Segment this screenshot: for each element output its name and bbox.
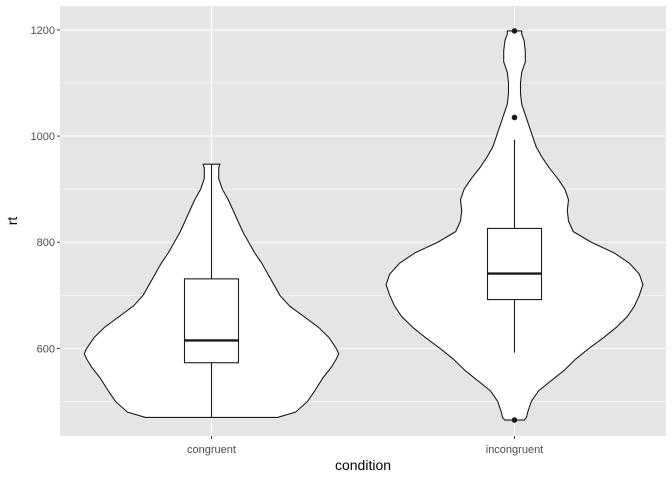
outlier-point-incongruent [512, 28, 518, 34]
y-axis: 600 800 1000 1200 [31, 25, 60, 356]
box-congruent [185, 279, 239, 363]
x-tick-label-incongruent: incongruent [486, 444, 544, 456]
y-tick-label: 1200 [31, 25, 55, 37]
y-tick-label: 600 [37, 343, 55, 355]
y-axis-title: rt [4, 217, 20, 226]
box-incongruent [488, 228, 542, 299]
outlier-point-incongruent [512, 417, 518, 423]
x-tick-label-congruent: congruent [187, 444, 236, 456]
outlier-point-incongruent [512, 115, 518, 121]
x-axis: congruent incongruent [187, 436, 543, 456]
y-tick-label: 800 [37, 237, 55, 249]
y-tick-label: 1000 [31, 131, 55, 143]
x-axis-title: condition [335, 457, 391, 473]
